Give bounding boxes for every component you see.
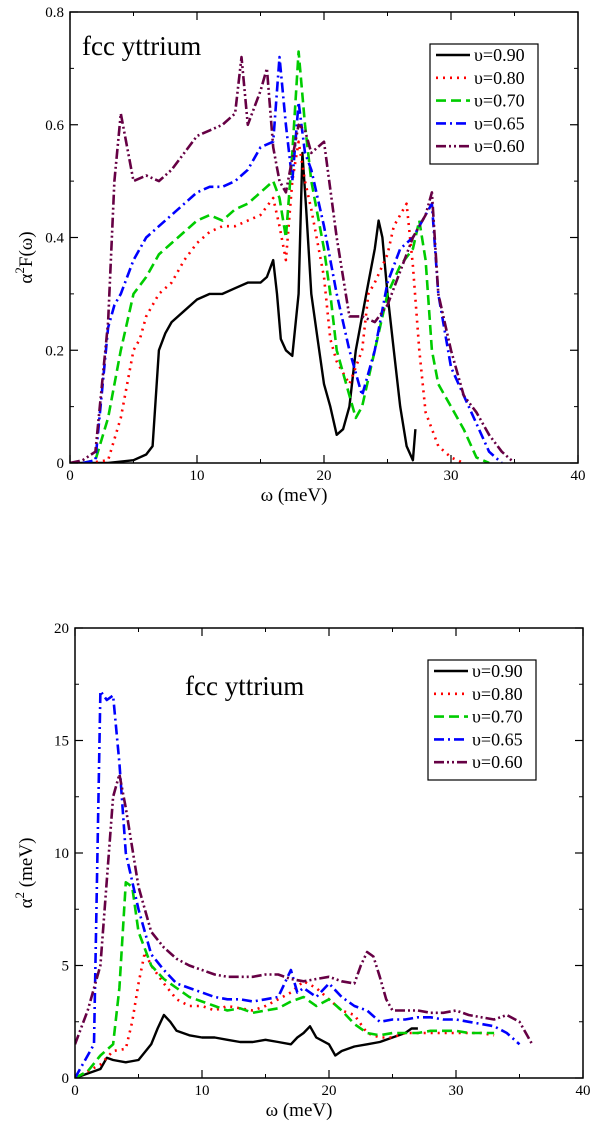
legend-box — [429, 43, 539, 165]
x-tick-label: 10 — [195, 1083, 210, 1099]
legend-label-2: υ=0.80 — [474, 68, 525, 88]
x-axis-label: ω (meV) — [266, 1100, 333, 1121]
series-group — [70, 50, 516, 463]
series-line-3 — [75, 880, 495, 1078]
y-tick-label: 0.2 — [45, 343, 64, 359]
x-tick-label: 20 — [317, 468, 332, 484]
y-tick-label: 0 — [57, 456, 65, 472]
series-line-1 — [75, 1013, 418, 1078]
x-tick-label: 10 — [190, 468, 205, 484]
y-tick-label: 20 — [54, 621, 69, 637]
legend-label-1: υ=0.90 — [474, 45, 525, 65]
y-tick-label: 10 — [54, 846, 69, 862]
series-line-3 — [82, 50, 490, 463]
chart-title: fcc yttrium — [82, 31, 201, 61]
chart-panel-1: 0 10 20 30 40 0 0.2 0.4 0.6 0.8 ω (meV) α2F(ω) fcc y… — [12, 5, 586, 506]
legend-box — [427, 659, 537, 781]
legend-label-1: υ=0.90 — [472, 661, 523, 681]
legend: υ=0.90 υ=0.80 υ=0.70υ=0.65 υ=0.60 — [427, 659, 537, 781]
x-tick-label: 40 — [571, 468, 586, 484]
x-tick-label: 30 — [449, 1083, 464, 1099]
series-line-5 — [70, 55, 516, 463]
series-line-1 — [70, 151, 417, 463]
series-line-4 — [75, 689, 521, 1078]
chart-title: fcc yttrium — [185, 671, 304, 701]
y-axis-label-rest: F(ω) — [16, 231, 37, 267]
x-tick-label: 0 — [71, 1083, 79, 1099]
legend-label-5: υ=0.60 — [474, 136, 525, 156]
legend-label-4: υ=0.65 — [474, 113, 525, 133]
series-line-4 — [82, 55, 503, 463]
y-axis-label-sup: 2 — [12, 267, 27, 274]
legend-label-2: υ=0.80 — [472, 684, 523, 704]
legend-label-5: υ=0.60 — [472, 752, 523, 772]
y-tick-label: 0.8 — [45, 5, 64, 21]
x-tick-label: 20 — [322, 1083, 337, 1099]
x-tick-label: 40 — [576, 1083, 591, 1099]
y-axis-label-sup: 2 — [12, 892, 27, 899]
y-axis-label-main: α — [16, 898, 37, 908]
legend-label-3: υ=0.70 — [474, 91, 525, 111]
series-line-5 — [75, 772, 534, 1045]
x-tick-label: 30 — [444, 468, 459, 484]
y-axis-label-rest: (meV) — [16, 838, 37, 892]
legend: υ=0.90 υ=0.80 υ=0.70υ=0.65 υ=0.60 — [429, 43, 539, 165]
legend-label-3: υ=0.70 — [472, 707, 523, 727]
y-tick-label: 0.6 — [45, 118, 64, 134]
y-tick-label: 0.4 — [45, 231, 64, 247]
x-tick-label: 0 — [66, 468, 74, 484]
y-tick-label: 5 — [62, 959, 70, 975]
series-group — [75, 689, 534, 1078]
y-tick-label: 15 — [54, 734, 69, 750]
y-axis-label: α2 (meV) — [12, 838, 37, 909]
legend-label-4: υ=0.65 — [472, 729, 523, 749]
y-axis-label: α2F(ω) — [12, 231, 37, 283]
y-tick-label: 0 — [62, 1071, 70, 1087]
x-axis-label: ω (meV) — [261, 485, 328, 506]
y-axis-label-main: α — [16, 274, 37, 284]
series-line-2 — [88, 140, 465, 463]
series-line-2 — [75, 950, 495, 1078]
